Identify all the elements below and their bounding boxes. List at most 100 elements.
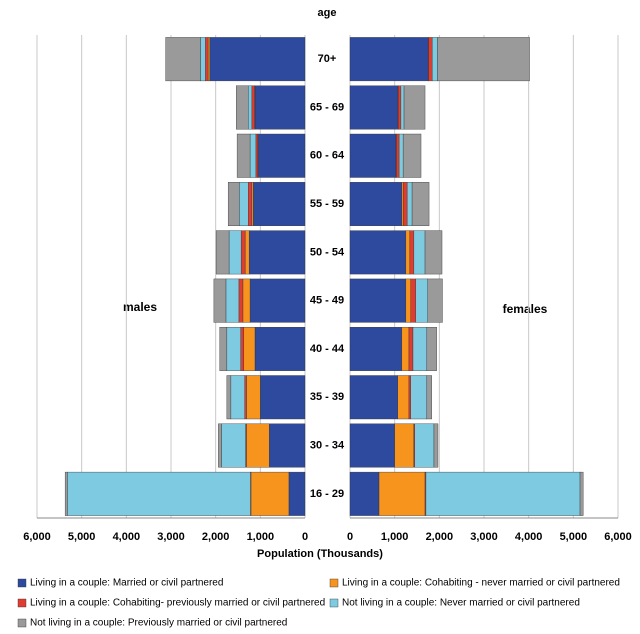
x-tick-label: 4,000 [113, 531, 141, 543]
bar-segment [402, 133, 422, 178]
bar-segment [246, 375, 261, 420]
bar-segment [410, 375, 428, 420]
bar-segment [243, 327, 256, 371]
bar-segment [398, 85, 402, 130]
x-tick-label: 0 [347, 531, 353, 543]
legend-swatch [329, 598, 339, 608]
bar-segment [221, 423, 246, 468]
bar-segment [437, 37, 530, 82]
bar-segment [415, 278, 428, 323]
legend-swatch [17, 578, 27, 588]
bar-segment [408, 375, 411, 420]
bar-segment [67, 471, 251, 516]
category-axis-title: age [318, 7, 337, 19]
bar-segment [394, 423, 415, 468]
bar-segment [579, 471, 584, 516]
x-tick-label: 5,000 [68, 531, 96, 543]
bar-segment [427, 278, 443, 323]
bar-segment [349, 278, 407, 323]
bar-segment [401, 327, 410, 371]
x-axis-title: Population (Thousands) [257, 548, 383, 560]
bar-segment [249, 278, 306, 323]
bar-segment [426, 327, 437, 371]
legend-label: Living in a couple: Married or civil par… [30, 578, 223, 589]
bar-segment [215, 230, 230, 275]
legend-swatch [329, 578, 339, 588]
legend-label: Living in a couple: Cohabiting- previous… [30, 598, 325, 609]
bar-segment [412, 327, 428, 371]
x-tick-label: 1,000 [381, 531, 409, 543]
bar-segment [409, 230, 415, 275]
category-label: 70+ [318, 53, 337, 65]
bar-segment [230, 375, 245, 420]
bar-segment [252, 182, 306, 226]
x-tick-label: 6,000 [604, 531, 632, 543]
x-tick-label: 6,000 [23, 531, 51, 543]
legend-label: Not living in a couple: Previously marri… [30, 618, 287, 629]
bar-segment [426, 375, 432, 420]
bar-segment [408, 327, 414, 371]
category-label: 65 - 69 [310, 101, 344, 113]
bar-segment [403, 85, 426, 130]
bar-segment [413, 230, 426, 275]
bar-segment [431, 37, 438, 82]
bar-segment [411, 182, 430, 226]
legend-label: Living in a couple: Cohabiting - never m… [342, 578, 620, 589]
group-label: males [123, 300, 157, 314]
bar-segment [349, 133, 397, 178]
bar-segment [226, 375, 232, 420]
bar-segment [209, 37, 306, 82]
bar-segment [218, 423, 222, 468]
bar-segment [349, 37, 429, 82]
bar-segment [246, 423, 270, 468]
bar-segment [288, 471, 306, 516]
bar-segment [410, 278, 416, 323]
legend-swatch [17, 618, 27, 628]
legend-label: Not living in a couple: Never married or… [342, 598, 580, 609]
bar-segment [405, 230, 411, 275]
category-label: 35 - 39 [310, 391, 344, 403]
bar-segment [249, 133, 257, 178]
bar-segment [239, 182, 249, 226]
bar-segment [397, 375, 410, 420]
group-label: females [503, 302, 548, 316]
category-label: 55 - 59 [310, 198, 344, 210]
bar-segment [165, 37, 201, 82]
bar-segment [400, 85, 405, 130]
bar-segment [349, 85, 398, 130]
bar-segment [398, 133, 404, 178]
x-tick-label: 2,000 [202, 531, 230, 543]
bar-segment [251, 85, 255, 130]
bar-segment [238, 278, 244, 323]
category-label: 50 - 54 [310, 246, 345, 258]
bar-segment [207, 37, 211, 82]
bar-segment [402, 182, 408, 226]
bar-segment [244, 375, 247, 420]
bar-segment [227, 182, 240, 226]
bar-segment [349, 230, 407, 275]
bar-segment [240, 230, 246, 275]
bar-segment [244, 230, 250, 275]
category-label: 60 - 64 [310, 150, 345, 162]
bar-segment [219, 327, 228, 371]
bar-segment [250, 471, 290, 516]
bar-segment [225, 278, 240, 323]
bar-segment [405, 278, 411, 323]
bar-segment [406, 182, 413, 226]
bar-segment [425, 471, 581, 516]
bar-segment [226, 327, 241, 371]
bar-segment [254, 85, 306, 130]
x-tick-label: 3,000 [157, 531, 185, 543]
bar-segment [248, 85, 253, 130]
bar-segment [349, 471, 380, 516]
bar-segment [349, 182, 403, 226]
bar-segment [248, 230, 306, 275]
category-label: 40 - 44 [310, 343, 345, 355]
bar-segment [424, 230, 443, 275]
bar-segment [269, 423, 306, 468]
bar-segment [228, 230, 242, 275]
category-label: 45 - 49 [310, 295, 344, 307]
bar-segment [200, 37, 206, 82]
bar-segment [257, 133, 306, 178]
